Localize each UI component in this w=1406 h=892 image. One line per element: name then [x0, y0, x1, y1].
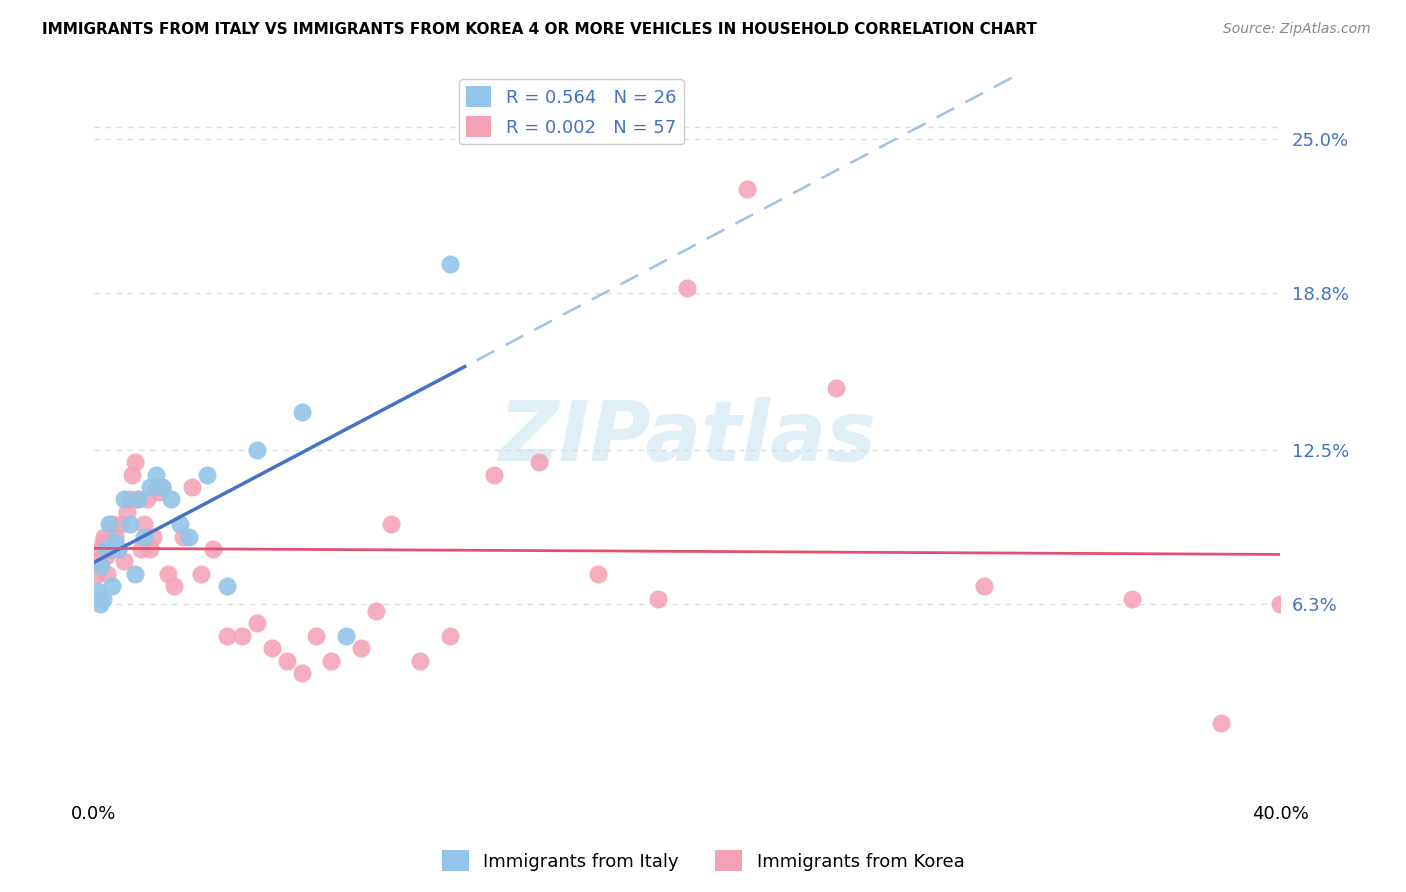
Text: Source: ZipAtlas.com: Source: ZipAtlas.com: [1223, 22, 1371, 37]
Point: [1121, 591, 1143, 606]
Point: [139, 480, 162, 494]
Point: [163, 579, 186, 593]
Point: [195, 467, 218, 482]
Text: IMMIGRANTS FROM ITALY VS IMMIGRANTS FROM KOREA 4 OR MORE VEHICLES IN HOUSEHOLD C: IMMIGRANTS FROM ITALY VS IMMIGRANTS FROM…: [42, 22, 1038, 37]
Point: [89, 597, 111, 611]
Point: [260, 641, 283, 656]
Point: [148, 484, 170, 499]
Point: [246, 442, 269, 457]
Point: [290, 405, 312, 419]
Point: [121, 467, 143, 482]
Point: [190, 566, 212, 581]
Point: [439, 256, 461, 270]
Point: [180, 480, 202, 494]
Point: [93, 530, 115, 544]
Point: [127, 492, 149, 507]
Point: [97, 541, 120, 556]
Point: [87, 554, 110, 568]
Legend: Immigrants from Italy, Immigrants from Korea: Immigrants from Italy, Immigrants from K…: [434, 843, 972, 879]
Point: [112, 554, 135, 568]
Point: [647, 591, 669, 606]
Point: [104, 530, 127, 544]
Point: [115, 505, 138, 519]
Point: [97, 517, 120, 532]
Point: [527, 455, 550, 469]
Point: [124, 455, 146, 469]
Point: [127, 492, 149, 507]
Point: [110, 517, 132, 532]
Point: [100, 517, 122, 532]
Point: [112, 492, 135, 507]
Point: [94, 541, 117, 556]
Point: [118, 492, 141, 507]
Point: [136, 492, 159, 507]
Point: [380, 517, 402, 532]
Point: [676, 281, 699, 295]
Point: [735, 182, 758, 196]
Point: [160, 492, 183, 507]
Point: [305, 629, 328, 643]
Point: [94, 549, 117, 564]
Point: [350, 641, 373, 656]
Point: [150, 480, 173, 494]
Point: [104, 534, 127, 549]
Point: [169, 517, 191, 532]
Point: [177, 530, 200, 544]
Point: [107, 541, 129, 556]
Point: [217, 629, 239, 643]
Point: [142, 530, 165, 544]
Point: [276, 654, 298, 668]
Point: [157, 566, 180, 581]
Point: [824, 381, 846, 395]
Point: [91, 591, 114, 606]
Point: [91, 534, 114, 549]
Point: [201, 541, 224, 556]
Point: [86, 566, 108, 581]
Point: [321, 654, 343, 668]
Point: [973, 579, 995, 593]
Point: [145, 467, 167, 482]
Point: [124, 566, 146, 581]
Point: [100, 579, 122, 593]
Point: [1211, 715, 1233, 730]
Point: [90, 559, 112, 574]
Text: ZIPatlas: ZIPatlas: [498, 397, 876, 478]
Point: [118, 517, 141, 532]
Point: [90, 541, 112, 556]
Point: [586, 566, 609, 581]
Legend: R = 0.564   N = 26, R = 0.002   N = 57: R = 0.564 N = 26, R = 0.002 N = 57: [458, 79, 683, 145]
Point: [1270, 597, 1292, 611]
Point: [96, 566, 118, 581]
Point: [89, 559, 111, 574]
Point: [231, 629, 253, 643]
Point: [145, 480, 167, 494]
Point: [107, 541, 129, 556]
Point: [364, 604, 387, 618]
Point: [87, 584, 110, 599]
Point: [439, 629, 461, 643]
Point: [409, 654, 432, 668]
Point: [134, 517, 156, 532]
Point: [139, 541, 162, 556]
Point: [150, 480, 173, 494]
Point: [217, 579, 239, 593]
Point: [172, 530, 194, 544]
Point: [290, 666, 312, 681]
Point: [335, 629, 357, 643]
Point: [131, 541, 153, 556]
Point: [484, 467, 506, 482]
Point: [246, 616, 269, 631]
Point: [134, 530, 156, 544]
